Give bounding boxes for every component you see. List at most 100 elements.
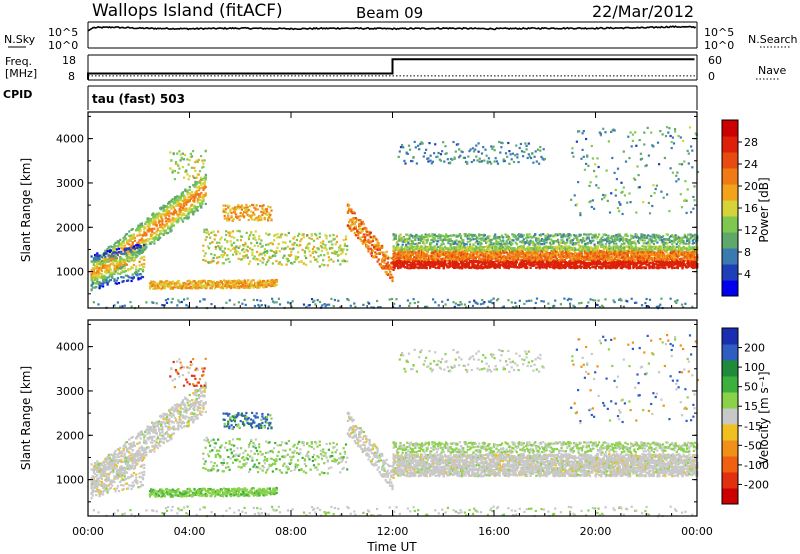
data-pixel: [398, 251, 401, 254]
data-pixel: [421, 250, 424, 253]
data-pixel: [148, 237, 151, 240]
data-pixel: [258, 254, 261, 257]
data-pixel: [96, 256, 99, 260]
data-pixel: [143, 265, 146, 268]
data-pixel: [269, 206, 272, 209]
data-pixel: [162, 228, 165, 231]
data-pixel: [290, 253, 293, 256]
data-pixel: [123, 249, 126, 252]
data-pixel: [521, 252, 524, 255]
data-pixel: [177, 216, 180, 219]
data-pixel: [136, 250, 139, 254]
data-pixel: [248, 285, 251, 288]
data-pixel: [144, 241, 147, 244]
data-pixel: [384, 254, 387, 257]
data-pixel: [234, 246, 237, 250]
data-pixel: [437, 262, 440, 266]
data-pixel: [458, 259, 461, 262]
data-pixel: [159, 213, 162, 216]
data-pixel: [464, 259, 467, 262]
data-pixel: [185, 215, 188, 218]
data-pixel: [156, 285, 160, 288]
data-pixel: [206, 245, 209, 248]
data-pixel: [152, 219, 155, 222]
data-pixel: [159, 223, 162, 226]
data-pixel: [91, 267, 94, 270]
data-pixel: [464, 247, 467, 250]
data-pixel: [201, 159, 204, 162]
data-pixel: [537, 262, 540, 265]
data-pixel: [258, 279, 261, 282]
data-pixel: [513, 257, 516, 260]
data-pixel: [395, 264, 399, 267]
data-pixel: [112, 251, 115, 254]
data-pixel: [386, 255, 389, 258]
data-pixel: [366, 244, 369, 247]
data-pixel: [367, 240, 370, 243]
data-pixel: [127, 279, 130, 282]
data-pixel: [117, 282, 121, 285]
data-pixel: [241, 280, 244, 283]
data-pixel: [183, 204, 186, 207]
data-pixel: [147, 228, 150, 231]
data-pixel: [382, 253, 385, 256]
data-pixel: [186, 173, 189, 176]
data-pixel: [136, 242, 139, 245]
data-pixel: [425, 258, 428, 261]
data-pixel: [192, 211, 195, 214]
data-pixel: [300, 260, 303, 263]
data-pixel: [151, 281, 154, 284]
data-pixel: [176, 213, 179, 216]
data-pixel: [268, 212, 271, 215]
data-pixel: [184, 189, 187, 192]
data-pixel: [143, 255, 146, 258]
data-pixel: [203, 176, 206, 179]
data-pixel: [204, 173, 207, 176]
data-pixel: [98, 263, 101, 266]
data-pixel: [537, 249, 540, 252]
data-pixel: [478, 250, 481, 253]
data-pixel: [106, 254, 109, 257]
data-pixel: [209, 284, 212, 287]
data-pixel: [405, 260, 408, 263]
data-pixel: [217, 230, 220, 233]
data-pixel: [261, 261, 264, 264]
data-pixel: [295, 243, 298, 247]
data-pixel: [137, 269, 140, 272]
data-pixel: [170, 199, 173, 202]
data-pixel: [536, 253, 539, 256]
data-pixel: [260, 253, 263, 256]
data-pixel: [153, 218, 156, 221]
data-pixel: [322, 243, 325, 246]
data-pixel: [188, 175, 191, 178]
data-pixel: [350, 210, 353, 213]
data-pixel: [222, 204, 225, 207]
data-pixel: [374, 243, 377, 246]
data-pixel: [92, 274, 95, 277]
data-pixel: [256, 219, 259, 222]
data-pixel: [264, 208, 267, 211]
data-pixel: [398, 252, 401, 255]
data-pixel: [153, 239, 156, 242]
data-pixel: [437, 258, 440, 261]
data-pixel: [272, 279, 275, 282]
data-pixel: [464, 263, 467, 266]
data-pixel: [342, 239, 345, 242]
data-pixel: [167, 231, 170, 234]
data-pixel: [193, 204, 196, 207]
data-pixel: [183, 194, 186, 197]
data-pixel: [247, 262, 251, 266]
data-pixel: [437, 266, 440, 269]
data-pixel: [209, 287, 212, 290]
data-pixel: [96, 258, 99, 261]
data-pixel: [222, 287, 225, 290]
data-pixel: [232, 208, 235, 211]
data-pixel: [206, 286, 209, 289]
data-pixel: [245, 203, 248, 207]
data-pixel: [180, 287, 184, 290]
data-pixel: [183, 217, 186, 220]
data-pixel: [270, 256, 273, 259]
data-pixel: [220, 245, 223, 248]
data-pixel: [265, 232, 268, 235]
